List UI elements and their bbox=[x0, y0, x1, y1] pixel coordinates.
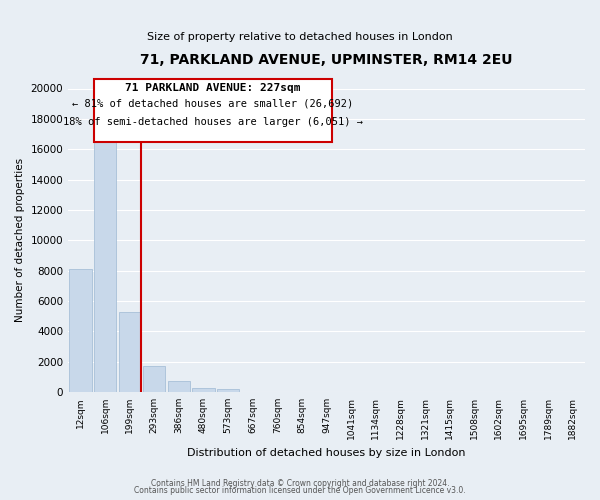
Bar bbox=[70, 269, 92, 392]
X-axis label: Distribution of detached houses by size in London: Distribution of detached houses by size … bbox=[187, 448, 466, 458]
Title: 71, PARKLAND AVENUE, UPMINSTER, RM14 2EU: 71, PARKLAND AVENUE, UPMINSTER, RM14 2EU bbox=[140, 52, 513, 66]
Text: 71 PARKLAND AVENUE: 227sqm: 71 PARKLAND AVENUE: 227sqm bbox=[125, 82, 301, 92]
Bar bbox=[119, 312, 141, 392]
Bar bbox=[94, 142, 116, 392]
Text: ← 81% of detached houses are smaller (26,692): ← 81% of detached houses are smaller (26… bbox=[72, 98, 353, 108]
Bar bbox=[217, 389, 239, 392]
Text: Contains HM Land Registry data © Crown copyright and database right 2024.: Contains HM Land Registry data © Crown c… bbox=[151, 478, 449, 488]
Text: Size of property relative to detached houses in London: Size of property relative to detached ho… bbox=[147, 32, 453, 42]
Bar bbox=[193, 388, 215, 392]
Text: Contains public sector information licensed under the Open Government Licence v3: Contains public sector information licen… bbox=[134, 486, 466, 495]
Bar bbox=[143, 366, 166, 392]
Y-axis label: Number of detached properties: Number of detached properties bbox=[15, 158, 25, 322]
FancyBboxPatch shape bbox=[94, 80, 332, 142]
Text: 18% of semi-detached houses are larger (6,051) →: 18% of semi-detached houses are larger (… bbox=[63, 117, 363, 127]
Bar bbox=[168, 381, 190, 392]
